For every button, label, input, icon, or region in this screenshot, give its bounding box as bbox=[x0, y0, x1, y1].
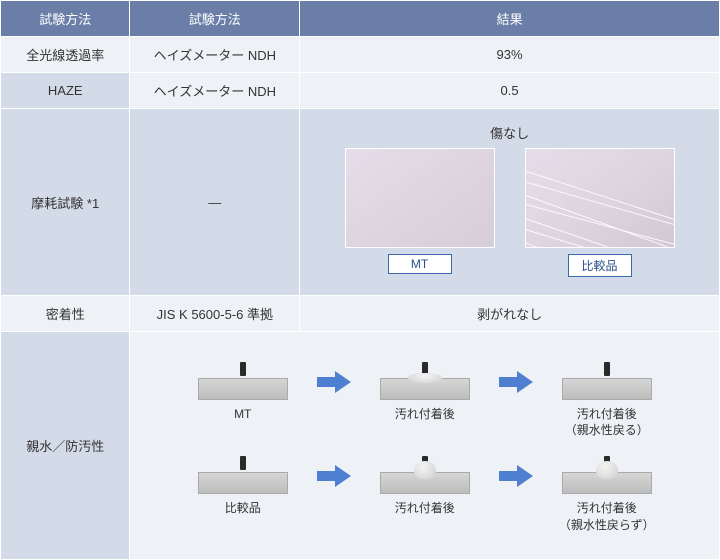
abrasion-sample-mt: MT bbox=[345, 148, 495, 277]
cell-name: 密着性 bbox=[1, 296, 130, 332]
cell-name: 摩耗試験 *1 bbox=[1, 109, 130, 296]
arrow-icon bbox=[499, 362, 533, 402]
abrasion-badge-compare: 比較品 bbox=[568, 254, 632, 277]
cell-method: — bbox=[130, 109, 300, 296]
cell-name: 親水／防汚性 bbox=[1, 332, 130, 560]
stage-mt-3: 汚れ付着後 （親水性戻る） bbox=[547, 362, 667, 438]
stage-label: MT bbox=[234, 406, 251, 422]
results-table: 試験方法 試験方法 結果 全光線透過率 ヘイズメーター NDH 93% HAZE… bbox=[0, 0, 720, 560]
plate-icon bbox=[198, 472, 288, 494]
stage-cmp-3: 汚れ付着後 （親水性戻らず） bbox=[547, 456, 667, 532]
cell-result: MT 汚れ付着後 汚 bbox=[130, 332, 720, 560]
plate-icon bbox=[380, 472, 470, 494]
plate-icon bbox=[562, 472, 652, 494]
row-haze: HAZE ヘイズメーター NDH 0.5 bbox=[1, 73, 720, 109]
hydrophilic-result: MT 汚れ付着後 汚 bbox=[136, 340, 713, 551]
droplet-round-icon bbox=[414, 461, 436, 479]
droplet-flat-icon bbox=[408, 373, 442, 383]
cell-name: 全光線透過率 bbox=[1, 37, 130, 73]
stage-cmp-2: 汚れ付着後 bbox=[365, 456, 485, 516]
abrasion-sample-compare: 比較品 bbox=[525, 148, 675, 277]
abrasion-badge-mt: MT bbox=[388, 254, 452, 274]
stage-mt-2: 汚れ付着後 bbox=[365, 362, 485, 422]
arrow-icon bbox=[317, 456, 351, 496]
abrasion-photo-mt bbox=[345, 148, 495, 248]
row-adhesion: 密着性 JIS K 5600-5-6 準拠 剥がれなし bbox=[1, 296, 720, 332]
stage-label: 汚れ付着後 （親水性戻る） bbox=[565, 406, 649, 438]
cell-name: HAZE bbox=[1, 73, 130, 109]
stage-label: 汚れ付着後 bbox=[395, 406, 455, 422]
cell-result: 剥がれなし bbox=[300, 296, 720, 332]
stage-label: 汚れ付着後 （親水性戻らず） bbox=[559, 500, 655, 532]
stage-cmp-1: 比較品 bbox=[183, 456, 303, 516]
cell-result: 0.5 bbox=[300, 73, 720, 109]
row-abrasion: 摩耗試験 *1 — 傷なし MT bbox=[1, 109, 720, 296]
hydrophilic-row-compare: 比較品 汚れ付着後 bbox=[146, 456, 703, 532]
plate-icon bbox=[562, 378, 652, 400]
nozzle-icon bbox=[604, 362, 610, 376]
row-transmittance: 全光線透過率 ヘイズメーター NDH 93% bbox=[1, 37, 720, 73]
header-result: 結果 bbox=[300, 1, 720, 37]
plate-icon bbox=[198, 378, 288, 400]
abrasion-title: 傷なし bbox=[316, 123, 703, 142]
header-method: 試験方法 bbox=[1, 1, 130, 37]
cell-method: ヘイズメーター NDH bbox=[130, 37, 300, 73]
cell-result: 93% bbox=[300, 37, 720, 73]
droplet-round-icon bbox=[596, 461, 618, 479]
nozzle-icon bbox=[240, 456, 246, 470]
cell-method: JIS K 5600-5-6 準拠 bbox=[130, 296, 300, 332]
abrasion-result: 傷なし MT bbox=[306, 117, 713, 287]
cell-method: ヘイズメーター NDH bbox=[130, 73, 300, 109]
stage-label: 汚れ付着後 bbox=[395, 500, 455, 516]
abrasion-photo-compare bbox=[525, 148, 675, 248]
hydrophilic-row-mt: MT 汚れ付着後 汚 bbox=[146, 362, 703, 438]
header-method2: 試験方法 bbox=[130, 1, 300, 37]
abrasion-samples: MT 比較品 bbox=[316, 148, 703, 277]
table-header-row: 試験方法 試験方法 結果 bbox=[1, 1, 720, 37]
stage-label: 比較品 bbox=[225, 500, 261, 516]
cell-result: 傷なし MT bbox=[300, 109, 720, 296]
arrow-icon bbox=[499, 456, 533, 496]
row-hydrophilic: 親水／防汚性 MT 汚れ付着後 bbox=[1, 332, 720, 560]
plate-icon bbox=[380, 378, 470, 400]
stage-mt-1: MT bbox=[183, 362, 303, 422]
arrow-icon bbox=[317, 362, 351, 402]
nozzle-icon bbox=[240, 362, 246, 376]
